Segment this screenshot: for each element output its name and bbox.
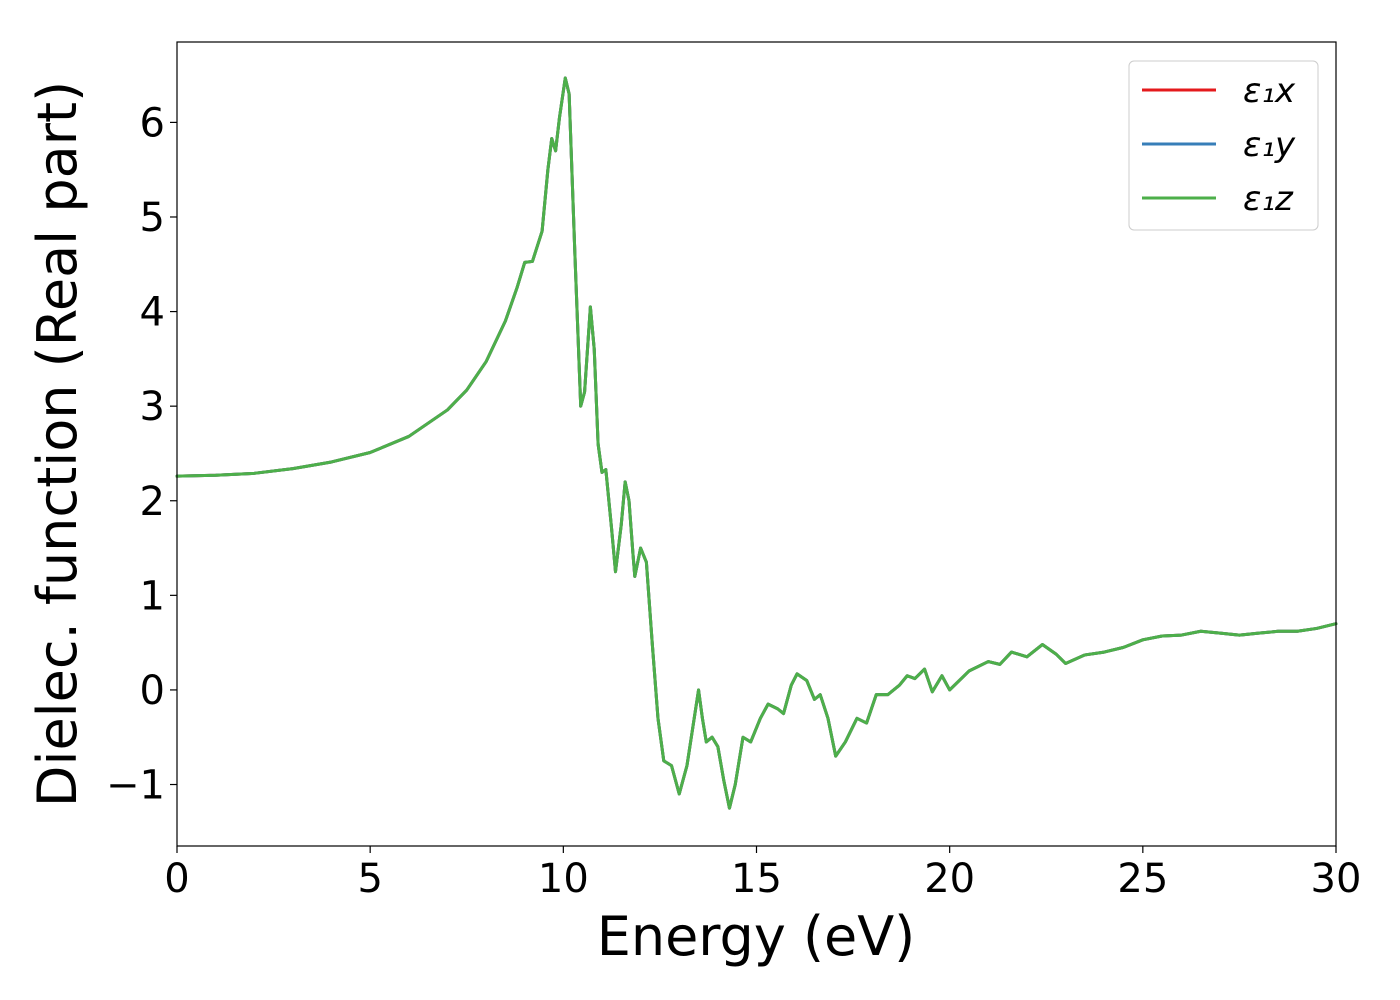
x-tick-label: 30 [1311, 856, 1362, 902]
legend-box [1128, 60, 1319, 231]
y-axis-title: Dielec. function (Real part) [26, 81, 89, 807]
x-tick-label: 0 [164, 856, 189, 902]
x-tick-label: 20 [924, 856, 975, 902]
y-tick-label: 1 [140, 573, 165, 619]
y-tick-label: 0 [140, 668, 165, 714]
x-tick-label: 25 [1117, 856, 1168, 902]
x-tick-label: 15 [731, 856, 782, 902]
y-tick-label: 3 [140, 384, 165, 430]
y-tick-label: 2 [140, 479, 165, 525]
legend: ε₁x ε₁y ε₁z [1128, 60, 1319, 231]
y-tick-label: −1 [106, 763, 165, 809]
x-axis-ticks: 0 5 10 15 20 25 30 [164, 846, 1361, 902]
y-tick-label: 5 [140, 195, 165, 241]
y-tick-label: 4 [140, 290, 165, 336]
x-axis-title: Energy (eV) [597, 905, 916, 968]
legend-label-1: ε₁x [1243, 71, 1296, 111]
series-layer [175, 76, 1338, 810]
legend-label-2: ε₁y [1243, 125, 1296, 165]
y-tick-label: 6 [140, 100, 165, 146]
x-tick-label: 10 [538, 856, 589, 902]
series-line-3 [175, 76, 1338, 810]
legend-label-3: ε₁z [1243, 179, 1294, 219]
y-axis-ticks: −1 0 1 2 3 4 5 6 [106, 100, 177, 809]
x-tick-label: 5 [357, 856, 382, 902]
